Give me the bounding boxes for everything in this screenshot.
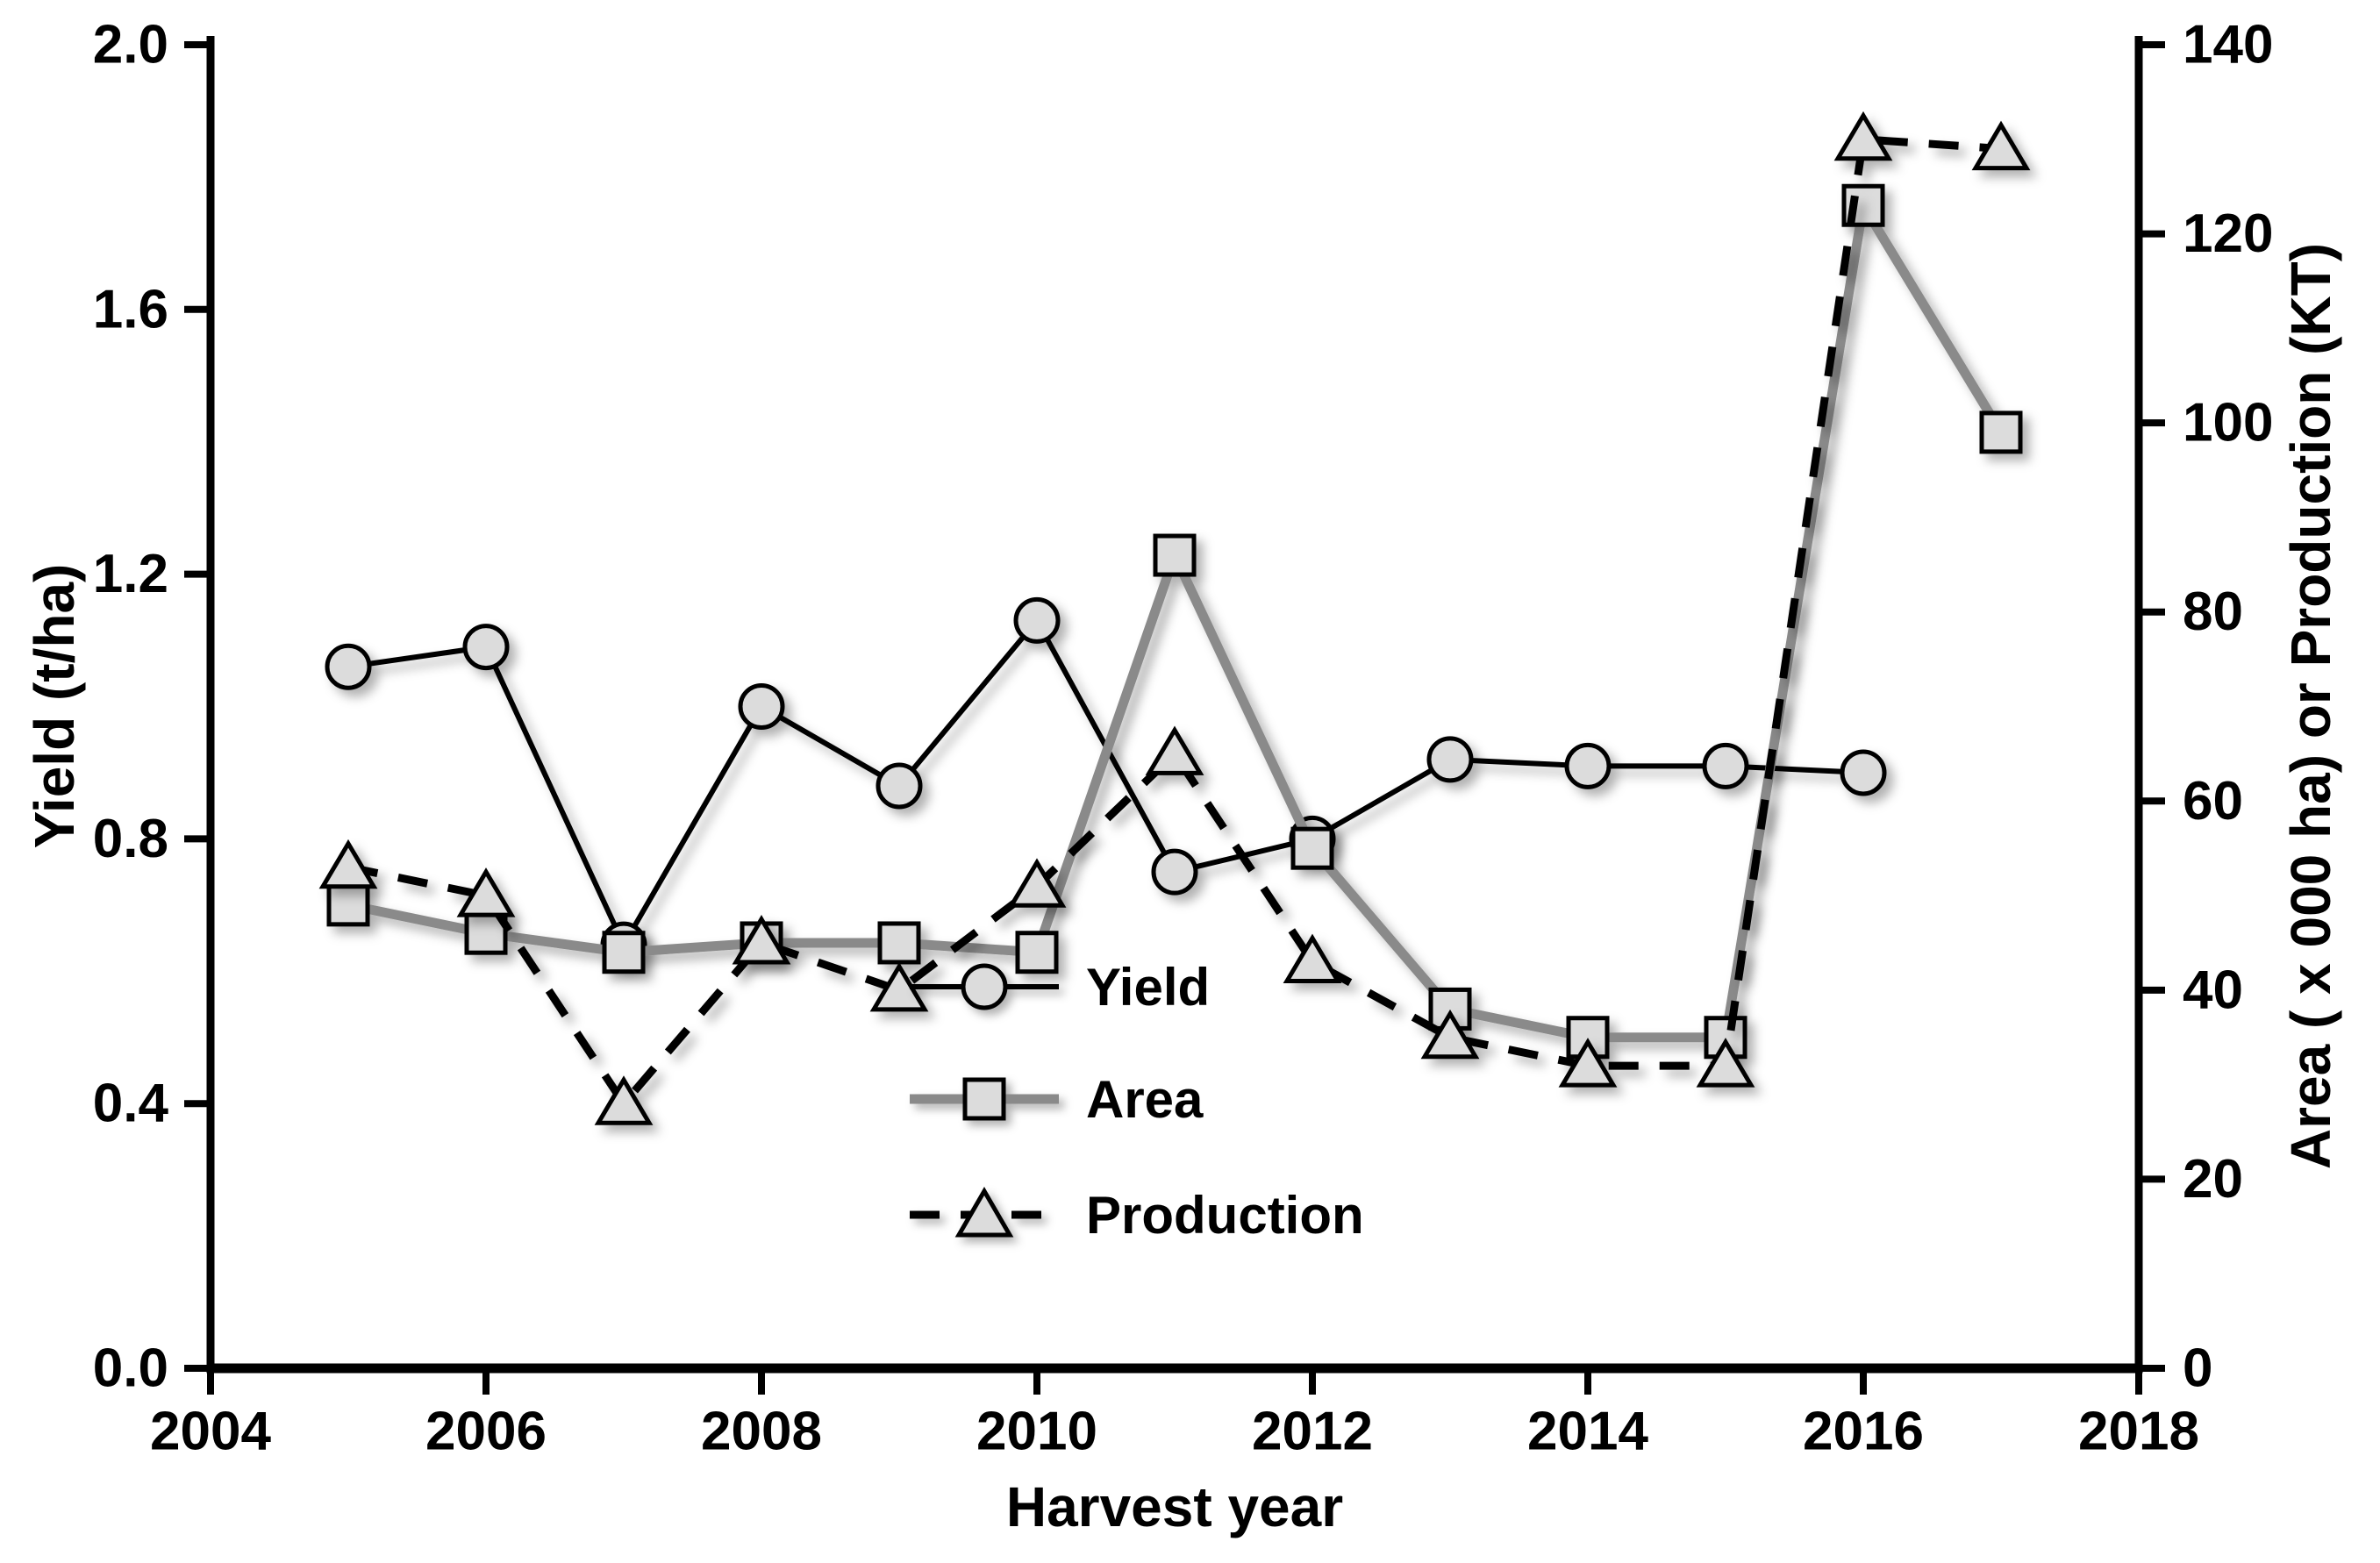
x-tick-label: 2014: [1527, 1402, 1648, 1462]
x-axis-title: Harvest year: [1005, 1475, 1344, 1538]
production-legend-symbol: [910, 1187, 1059, 1238]
yield-legend-symbol: [910, 963, 1059, 1010]
area-series: [326, 183, 2023, 1060]
triangle-marker-icon: [1007, 858, 1067, 908]
circle-marker-icon: [738, 683, 785, 730]
right-tick-label: 140: [2183, 15, 2273, 75]
legend-label: Yield: [1086, 957, 1211, 1017]
x-tick-label: 2004: [150, 1402, 271, 1462]
square-marker-icon: [1290, 826, 1334, 870]
right-tick-label: 100: [2183, 393, 2273, 453]
production-series: [318, 111, 2031, 1125]
right-tick-label: 60: [2183, 771, 2243, 831]
circle-marker-icon: [325, 643, 372, 690]
right-tick-label: 40: [2183, 960, 2243, 1020]
yield-line: [347, 616, 1864, 951]
right-tick-label: 120: [2183, 203, 2273, 264]
triangle-marker-icon: [732, 915, 791, 965]
circle-marker-icon: [876, 762, 923, 810]
triangle-marker-icon: [1696, 1038, 1755, 1088]
left-axis-title: Yield (t/ha): [23, 563, 86, 849]
triangle-marker-icon: [1145, 725, 1204, 775]
triangle-marker-icon: [1283, 933, 1342, 984]
left-tick-label: 1.2: [93, 544, 168, 604]
right-axis-title: Area ( x 000 ha) or Production (KT): [2279, 242, 2342, 1170]
triangle-marker-icon: [954, 1187, 1014, 1238]
x-tick-label: 2008: [701, 1402, 822, 1462]
right-tick-label: 20: [2183, 1149, 2243, 1210]
triangle-marker-icon: [456, 867, 516, 917]
circle-marker-icon: [1151, 848, 1198, 896]
legend-label: Production: [1086, 1185, 1364, 1245]
circle-marker-icon: [462, 624, 510, 671]
circle-marker-icon: [1564, 742, 1612, 789]
right-tick-label: 0: [2183, 1338, 2212, 1399]
triangle-marker-icon: [1971, 120, 2031, 171]
x-tick-label: 2006: [425, 1402, 547, 1462]
legend-item-yield: Yield: [905, 956, 1210, 1017]
square-marker-icon: [1979, 410, 2023, 454]
x-tick-label: 2016: [1803, 1402, 1924, 1462]
circle-marker-icon: [1013, 596, 1061, 644]
triangle-marker-icon: [318, 839, 378, 889]
left-tick-label: 0.4: [93, 1074, 169, 1134]
legend-item-area: Area: [905, 1068, 1203, 1130]
x-tick-label: 2010: [976, 1402, 1097, 1462]
triangle-marker-icon: [1420, 1009, 1480, 1060]
yield-series: [325, 596, 1887, 968]
circle-marker-icon: [1426, 736, 1474, 783]
circle-marker-icon: [1840, 749, 1887, 796]
triangle-marker-icon: [594, 1075, 654, 1125]
x-tick-label: 2018: [2078, 1402, 2199, 1462]
left-tick-label: 0.0: [93, 1338, 168, 1399]
area-legend-symbol: [910, 1077, 1059, 1121]
left-tick-label: 2.0: [93, 15, 168, 75]
left-tick-label: 0.8: [93, 809, 168, 869]
circle-marker-icon: [1702, 742, 1749, 789]
square-marker-icon: [602, 931, 646, 974]
right-tick-label: 80: [2183, 582, 2243, 642]
legend-item-production: Production: [905, 1184, 1364, 1245]
square-marker-icon: [1153, 533, 1197, 577]
x-tick-label: 2012: [1252, 1402, 1373, 1462]
square-marker-icon: [962, 1077, 1006, 1121]
triangle-marker-icon: [1833, 111, 1893, 161]
circle-marker-icon: [961, 963, 1008, 1010]
square-marker-icon: [326, 883, 370, 927]
left-tick-label: 1.6: [93, 279, 168, 339]
area-line: [347, 191, 2005, 1043]
square-marker-icon: [1015, 931, 1059, 974]
triangle-marker-icon: [1558, 1038, 1618, 1088]
legend-label: Area: [1086, 1069, 1204, 1129]
